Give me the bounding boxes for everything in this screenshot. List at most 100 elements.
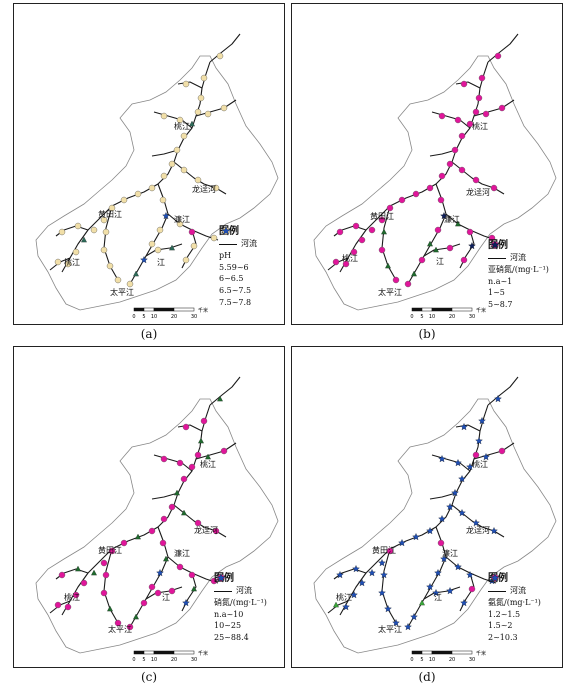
sample-marker: [162, 212, 170, 220]
sample-marker: [176, 220, 184, 228]
sample-marker: [472, 176, 480, 184]
sample-marker: [342, 603, 350, 611]
label-taipingjiang: 太平江: [110, 288, 134, 297]
river-line: [209, 33, 241, 63]
sample-marker: [336, 228, 344, 236]
sample-marker: [446, 160, 454, 168]
sample-marker: [200, 417, 208, 425]
river-line: [487, 376, 519, 406]
river-line: [177, 424, 203, 432]
scale-unit-label: 千米: [198, 650, 208, 657]
sample-marker: [197, 94, 205, 102]
sample-marker: [466, 463, 474, 471]
sample-marker: [220, 447, 228, 455]
scale-tick-label: 0: [132, 657, 135, 663]
sample-marker: [100, 589, 108, 597]
scale-tick-label: 10: [429, 314, 435, 320]
sample-marker: [181, 509, 187, 516]
scale-unit-label: 千米: [198, 307, 208, 314]
legend-class-item: 6.5~7.5: [219, 227, 257, 296]
legend: 图例 河流 pH 5.59~66~6.56.5~7.57.5~7.8: [219, 226, 257, 308]
sample-marker: [81, 236, 87, 243]
legend-class-item: 2~10.3: [488, 573, 541, 643]
sample-marker: [58, 228, 66, 236]
sample-marker: [148, 583, 156, 591]
label-longtuhe: 龙迳河: [192, 185, 216, 194]
sample-marker: [472, 519, 480, 527]
map-panel-b: 桃江 龙迳河 黄田江 濂江 桃江 江 太平江 图例 河流 亚硝氮/(mg·L⁻¹…: [291, 3, 563, 325]
legend-river: 河流: [214, 586, 267, 596]
sample-marker: [168, 503, 176, 511]
label-huangtianjiang: 黄田江: [372, 546, 396, 555]
sample-marker: [478, 74, 486, 82]
sample-marker: [438, 515, 446, 523]
map-panel-d: 桃江 龙迳河 黄田江 濂江 桃江 江 太平江 图例 河流 氨氮/(mg·L⁻¹)…: [291, 346, 563, 668]
sample-marker: [432, 589, 440, 597]
sample-marker: [216, 573, 226, 582]
legend-class-label: 1.5~2: [488, 621, 513, 631]
label-taipingjiang: 太平江: [378, 288, 402, 297]
sample-marker: [498, 447, 506, 455]
sample-marker: [216, 52, 224, 60]
label-taojiang-south: 桃江: [64, 258, 80, 267]
sample-marker: [466, 228, 474, 236]
sample-marker: [204, 110, 212, 118]
sample-marker: [205, 453, 211, 460]
sample-marker: [102, 228, 110, 236]
legend-river-label: 河流: [510, 253, 526, 262]
sample-marker: [437, 196, 445, 204]
sample-marker: [159, 539, 167, 547]
scale-tick-label: 0: [410, 314, 413, 320]
label-taojiang-north: 桃江: [472, 122, 488, 131]
river-line: [381, 548, 397, 624]
sample-marker: [194, 519, 202, 527]
sample-marker: [64, 603, 72, 611]
river-line: [473, 442, 515, 460]
legend-class-item: 7.5~7.8: [219, 226, 257, 308]
sample-marker: [392, 619, 400, 627]
sample-marker: [478, 417, 486, 425]
sample-marker: [427, 240, 433, 247]
legend-class-item: 1.2~1.5: [488, 574, 541, 620]
sample-marker: [358, 236, 366, 244]
sample-marker: [446, 503, 454, 511]
caption-c: (c): [140, 670, 158, 684]
sample-marker: [460, 599, 468, 607]
sample-marker: [182, 256, 190, 264]
sample-marker: [438, 112, 446, 120]
sample-marker: [466, 571, 474, 579]
sample-marker: [176, 459, 184, 467]
sample-marker: [404, 280, 412, 288]
sample-marker: [212, 527, 220, 535]
sample-marker: [458, 166, 466, 174]
label-huangtianjiang: 黄田江: [370, 212, 394, 221]
sample-marker: [398, 196, 406, 204]
label-taojiang-south: 桃江: [64, 593, 80, 602]
sample-marker: [380, 571, 388, 579]
scale-tick-label: 20: [171, 657, 177, 663]
legend-variable: pH: [219, 250, 232, 260]
caption-d: (d): [418, 670, 436, 684]
sample-marker: [54, 601, 62, 609]
basin-boundary: [35, 55, 279, 311]
sample-marker: [498, 104, 506, 112]
scale-tick-label: 30: [191, 314, 197, 320]
scale-tick-label: 5: [420, 657, 423, 663]
legend-classes: n.a~10 10~25 25~88.4: [214, 573, 267, 643]
legend-class-item: n.a~1: [488, 241, 549, 287]
sample-marker: [54, 258, 62, 266]
sample-marker: [114, 619, 122, 627]
river-line: [445, 556, 475, 612]
legend-river-label: 河流: [510, 586, 526, 595]
sample-marker: [455, 220, 461, 227]
sample-marker: [126, 280, 134, 288]
sample-marker: [342, 260, 350, 268]
sample-marker: [332, 258, 340, 266]
star-symbol-icon: [221, 226, 231, 235]
sample-marker: [426, 583, 434, 591]
legend-class-label: n.a~1: [488, 276, 513, 286]
sample-marker: [426, 184, 434, 192]
sample-marker: [350, 248, 358, 256]
sample-marker: [90, 226, 98, 234]
